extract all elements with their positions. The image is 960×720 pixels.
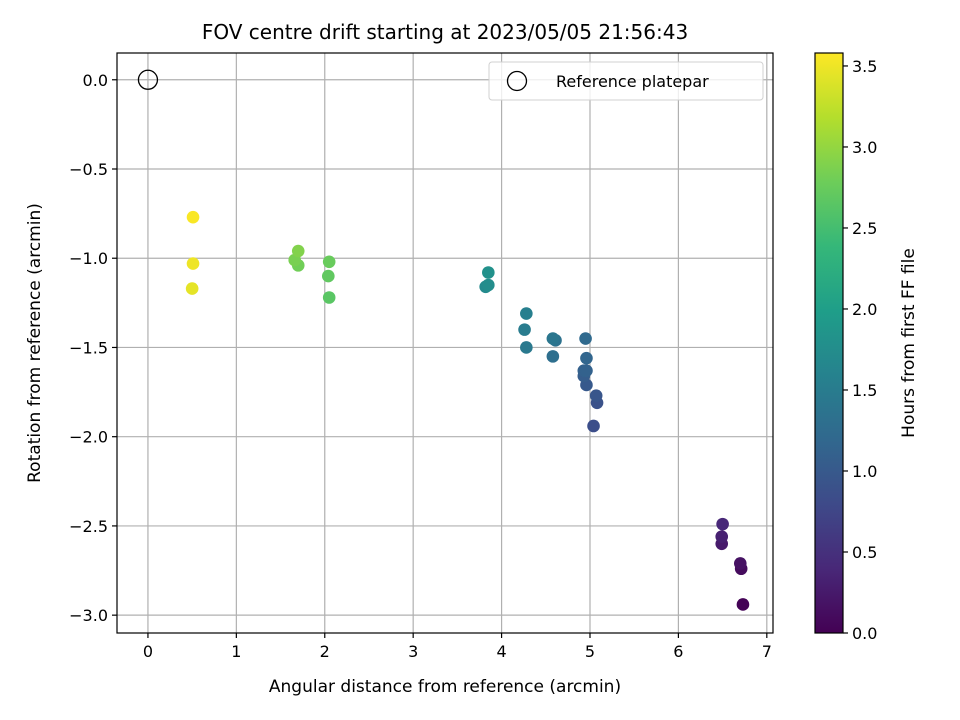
data-point [186,210,200,224]
colorbar-frame [814,52,844,634]
colorbar-tick-label: 1.0 [852,462,877,481]
data-point [546,332,560,345]
data-point [520,307,533,320]
data-point [520,341,533,354]
colorbar: 0.0 0.5 1.0 1.5 2.0 2.5 3.0 3.5 Hours from firs… [814,52,919,643]
x-tick-label: 1 [231,642,241,661]
colorbar-tick-label: 1.5 [852,381,877,400]
data-point [482,266,495,279]
reference-marker-group [137,69,159,90]
legend-reference-marker [506,70,528,92]
colorbar-gradient [815,53,843,633]
x-tick-label: 3 [408,642,418,661]
colorbar-tick-label: 3.0 [852,138,877,157]
data-point [482,278,495,292]
data-point [587,419,600,433]
x-tick-label: 4 [496,642,506,661]
data-point [589,389,603,402]
colorbar-tick-label: 0.0 [852,624,877,643]
x-tick-label: 2 [320,642,330,661]
x-tick-label: 6 [673,642,683,661]
legend: Reference platepar [488,61,764,101]
colorbar-tick-label: 0.5 [852,543,877,562]
data-point [518,323,531,336]
y-tick-label: −2.5 [69,517,108,536]
colorbar-tick-label: 3.5 [852,57,877,76]
data-point [579,332,592,345]
data-point [291,244,305,258]
colorbar-ticks: 0.0 0.5 1.0 1.5 2.0 2.5 3.0 3.5 [843,57,877,643]
data-point [321,269,335,283]
colorbar-label: Hours from first FF file [899,248,919,438]
data-point [733,557,747,570]
data-point [322,291,336,304]
x-tick-label: 7 [762,642,772,661]
y-axis-label: Rotation from reference (arcmin) [25,203,45,483]
data-point [716,517,729,531]
data-point [580,364,593,377]
data-point [580,351,593,365]
data-points [185,210,750,611]
colorbar-tick-label: 2.5 [852,219,877,238]
legend-entry-reference: Reference platepar [556,72,709,91]
reference-platepar-marker [137,69,159,90]
x-axis-label: Angular distance from reference (arcmin) [269,677,621,697]
grid-lines [117,53,773,633]
y-tick-label: −2.0 [69,428,108,447]
data-point [322,255,336,269]
y-tick-label: −0.5 [69,160,108,179]
y-tick-label: −1.5 [69,338,108,357]
chart-title: FOV centre drift starting at 2023/05/05 … [202,20,688,44]
y-axis-ticks: 0.0 −0.5 −1.0 −1.5 −2.0 −2.5 −3.0 [69,71,117,625]
data-point [186,257,200,270]
x-tick-label: 5 [585,642,595,661]
y-tick-label: 0.0 [83,71,108,90]
data-point [185,282,199,295]
data-point [715,530,729,543]
plot-frame [116,52,774,634]
y-tick-label: −3.0 [69,606,108,625]
legend-box [488,61,764,101]
data-point [736,598,750,611]
y-tick-label: −1.0 [69,249,108,268]
x-axis-ticks: 0 1 2 3 4 5 6 7 [143,633,772,661]
data-point [546,350,560,363]
x-tick-label: 0 [143,642,153,661]
colorbar-tick-label: 2.0 [852,300,877,319]
